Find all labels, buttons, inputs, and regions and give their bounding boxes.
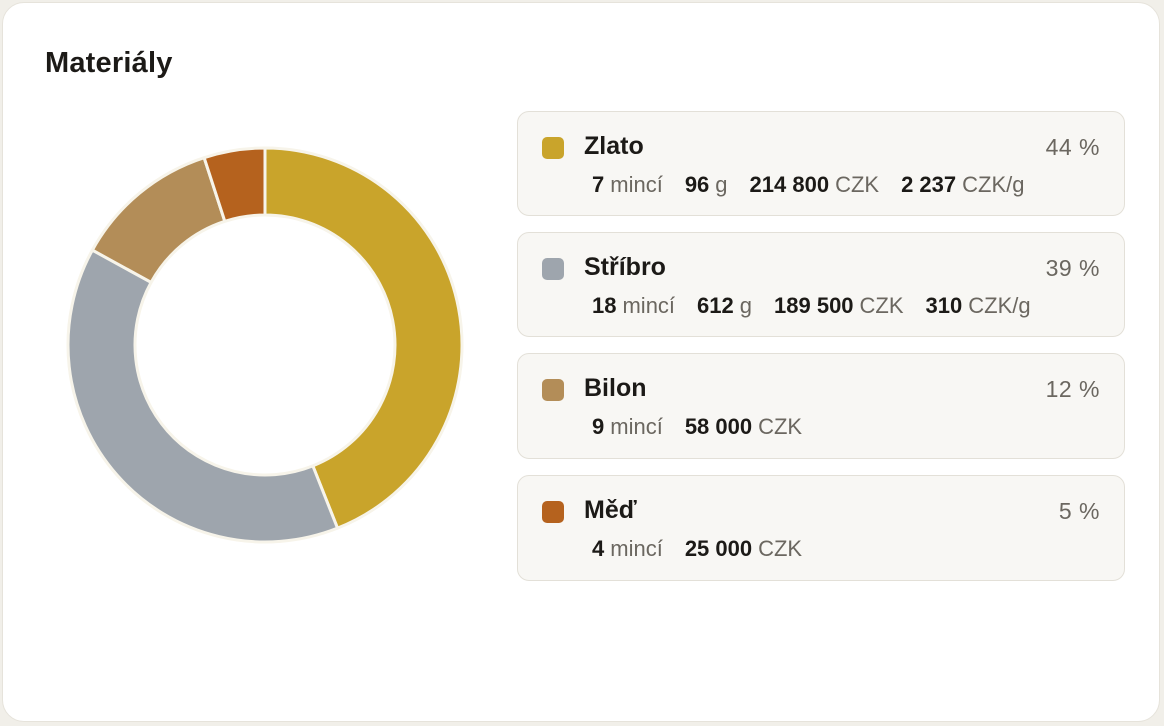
gold-swatch — [542, 137, 564, 159]
donut-slice-stříbro[interactable] — [66, 248, 340, 544]
material-stats: 9 mincí 58 000 CZK — [592, 414, 824, 440]
material-legend: Zlato 44 % 7 mincí 96 g 214 800 CZK 2 237 CZ… — [517, 111, 1125, 597]
legend-item-silver[interactable]: Stříbro 39 % 18 mincí 612 g 189 500 CZK 310… — [517, 232, 1125, 337]
billon-swatch — [542, 379, 564, 401]
total-value: 58 000 CZK — [684, 414, 803, 439]
weight: 96 g — [684, 172, 728, 197]
material-name: Stříbro — [584, 253, 666, 281]
legend-item-copper[interactable]: Měď 5 % 4 mincí 25 000 CZK — [517, 475, 1125, 581]
total-value: 25 000 CZK — [684, 536, 803, 561]
coin-count: 7 mincí — [592, 172, 663, 197]
coin-count: 4 mincí — [592, 536, 663, 561]
material-stats: 4 mincí 25 000 CZK — [592, 536, 824, 562]
material-stats: 7 mincí 96 g 214 800 CZK 2 237 CZK/g — [592, 172, 1047, 198]
material-percent: 44 % — [1045, 134, 1100, 160]
donut-chart — [66, 146, 464, 544]
total-value: 189 500 CZK — [774, 293, 904, 318]
coin-count: 18 mincí — [592, 293, 676, 318]
material-percent: 39 % — [1045, 255, 1100, 281]
total-value: 214 800 CZK — [749, 172, 880, 197]
donut-slice-měď[interactable] — [202, 146, 267, 223]
legend-item-billon[interactable]: Bilon 12 % 9 mincí 58 000 CZK — [517, 353, 1125, 459]
legend-item-gold[interactable]: Zlato 44 % 7 mincí 96 g 214 800 CZK 2 237 CZ… — [517, 111, 1125, 216]
weight: 612 g — [697, 293, 753, 318]
material-stats: 18 mincí 612 g 189 500 CZK 310 CZK/g — [592, 293, 1053, 319]
coin-count: 9 mincí — [592, 414, 663, 439]
donut-slice-zlato[interactable] — [263, 146, 464, 530]
material-name: Zlato — [584, 132, 644, 160]
card-title: Materiály — [45, 47, 173, 79]
silver-swatch — [542, 258, 564, 280]
price-per-gram: 2 237 CZK/g — [901, 172, 1025, 197]
material-percent: 12 % — [1045, 376, 1100, 402]
material-percent: 5 % — [1058, 498, 1100, 524]
copper-swatch — [542, 501, 564, 523]
material-name: Bilon — [584, 374, 647, 402]
material-name: Měď — [584, 496, 637, 524]
price-per-gram: 310 CZK/g — [925, 293, 1031, 318]
